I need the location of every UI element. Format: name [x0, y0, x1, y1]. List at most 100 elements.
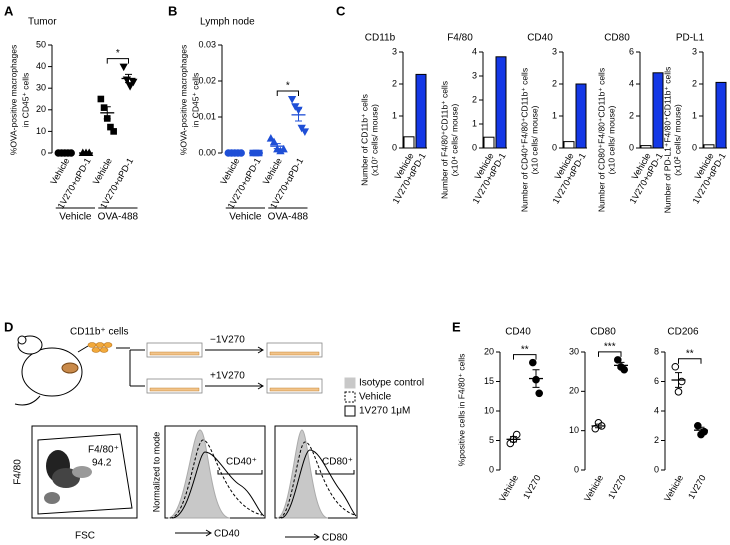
- y-tick-label: 2: [552, 78, 557, 88]
- error-bar: [595, 423, 602, 429]
- y-tick-label: 1: [472, 118, 477, 128]
- vehicle-curve: [169, 439, 263, 519]
- data-point: [279, 144, 288, 153]
- data-point: [97, 95, 105, 103]
- y-tick-label: 3: [692, 46, 697, 56]
- gate-label: CD40⁺: [226, 457, 257, 468]
- error-bar: [675, 372, 682, 388]
- group-label: Vehicle: [59, 212, 92, 223]
- cell: [91, 347, 101, 353]
- y-axis-label: Number of CD11b⁺ cells: [359, 94, 369, 186]
- x-tick-label: Vehicle: [91, 156, 114, 186]
- y-tick-label: 0.01: [198, 111, 216, 121]
- significance-label: *: [286, 81, 290, 92]
- x-tick-label: 1V270: [606, 473, 628, 501]
- significance-bracket: [678, 358, 702, 364]
- chart-title: CD206: [667, 327, 699, 338]
- arrow: [285, 533, 320, 541]
- axis-label: Normalized to mode: [151, 432, 161, 513]
- cell: [103, 342, 113, 348]
- gate-bracket: [315, 470, 355, 475]
- connector: [77, 345, 89, 353]
- error-bar: [617, 361, 625, 369]
- treated-curve: [280, 449, 357, 519]
- legend-swatch: [344, 377, 356, 389]
- y-tick-label: 20: [36, 104, 46, 114]
- bar: [563, 141, 575, 149]
- legend-label: Isotype control: [359, 378, 424, 389]
- cells-label: CD11b⁺ cells: [70, 327, 128, 338]
- dish-cells: [149, 351, 320, 392]
- x-tick-label: Vehicle: [582, 473, 605, 503]
- cell-layer: [149, 351, 200, 356]
- group-label: Vehicle: [229, 212, 262, 223]
- y-tick-label: 0: [654, 464, 659, 474]
- y-tick-label: 0: [41, 147, 46, 157]
- y-tick-label: 2: [629, 110, 634, 120]
- y-tick-label: 3: [472, 70, 477, 80]
- y-tick-label: 0: [692, 142, 697, 152]
- cell-layer: [149, 387, 200, 392]
- data-point: [614, 356, 622, 364]
- data-point: [100, 104, 108, 111]
- y-tick-label: 3: [552, 46, 557, 56]
- condition-label: +1V270: [210, 371, 245, 382]
- y-tick-label: 1: [552, 110, 557, 120]
- y-axis-label: Number of F4/80⁺CD11b⁺ cells: [439, 81, 449, 199]
- significance-bracket: [106, 58, 129, 64]
- data-point: [119, 63, 128, 72]
- isotype-curve: [276, 429, 329, 519]
- significance-label: **: [686, 348, 694, 359]
- data-point: [125, 83, 135, 91]
- data-point: [287, 96, 297, 104]
- axis-label: FSC: [75, 531, 95, 542]
- histogram: CD40⁺ Normalized to mode CD40: [151, 425, 266, 540]
- y-tick-label: 4: [472, 46, 477, 56]
- chart-title: CD80: [604, 33, 630, 44]
- y-axis-label: (x10² cells/ mouse): [672, 104, 682, 176]
- gate: [37, 433, 133, 515]
- arrow: [175, 529, 212, 537]
- data-point: [291, 103, 300, 111]
- data-point: [297, 124, 306, 133]
- y-tick-label: 3: [392, 46, 397, 56]
- mouse-body: [21, 347, 83, 397]
- data-point: [677, 377, 686, 386]
- y-tick-label: 4: [629, 78, 634, 88]
- y-axis-label: Number of CD80⁺F4/80⁺CD11b⁺ cells: [596, 68, 606, 212]
- group-label: OVA-488: [268, 212, 309, 223]
- arrow: [205, 382, 264, 390]
- y-tick-label: 0.03: [198, 39, 216, 49]
- y-tick-label: 5: [489, 435, 494, 445]
- panel-label: B: [168, 3, 177, 18]
- y-tick-label: 6: [629, 46, 634, 56]
- axis-label: CD40: [214, 529, 240, 540]
- flow-lines: [116, 346, 264, 390]
- isotype-curve: [167, 429, 231, 519]
- y-tick-label: 1: [392, 110, 397, 120]
- y-tick-label: 10: [36, 126, 46, 136]
- cell-layer: [269, 351, 320, 356]
- y-tick-label: 0: [392, 142, 397, 152]
- data-point: [674, 388, 683, 396]
- cell-layer: [269, 387, 320, 392]
- y-tick-label: 30: [36, 83, 46, 93]
- y-tick-label: 4: [654, 405, 659, 415]
- y-axis-label: %OVA-positive macrophages: [8, 45, 18, 155]
- panel-label: D: [4, 319, 13, 334]
- x-tick-label: Vehicle: [662, 473, 685, 503]
- cell-population: [72, 466, 92, 478]
- y-axis-label: (x10 cells/ mouse): [529, 105, 539, 174]
- bar: [575, 83, 587, 149]
- y-tick-label: 20: [484, 346, 494, 356]
- y-tick-label: 0: [489, 464, 494, 474]
- y-tick-label: 10: [484, 405, 494, 415]
- vehicle-curve: [278, 441, 356, 519]
- y-axis-label: Number of CD40⁺F4/80⁺CD11b⁺ cells: [519, 68, 529, 212]
- cell: [95, 342, 105, 348]
- significance-bracket: [598, 351, 622, 357]
- legend-swatch: [344, 405, 356, 417]
- y-tick-label: 20: [569, 386, 579, 396]
- chart-title: CD11b: [365, 33, 396, 44]
- data-point: [694, 421, 702, 430]
